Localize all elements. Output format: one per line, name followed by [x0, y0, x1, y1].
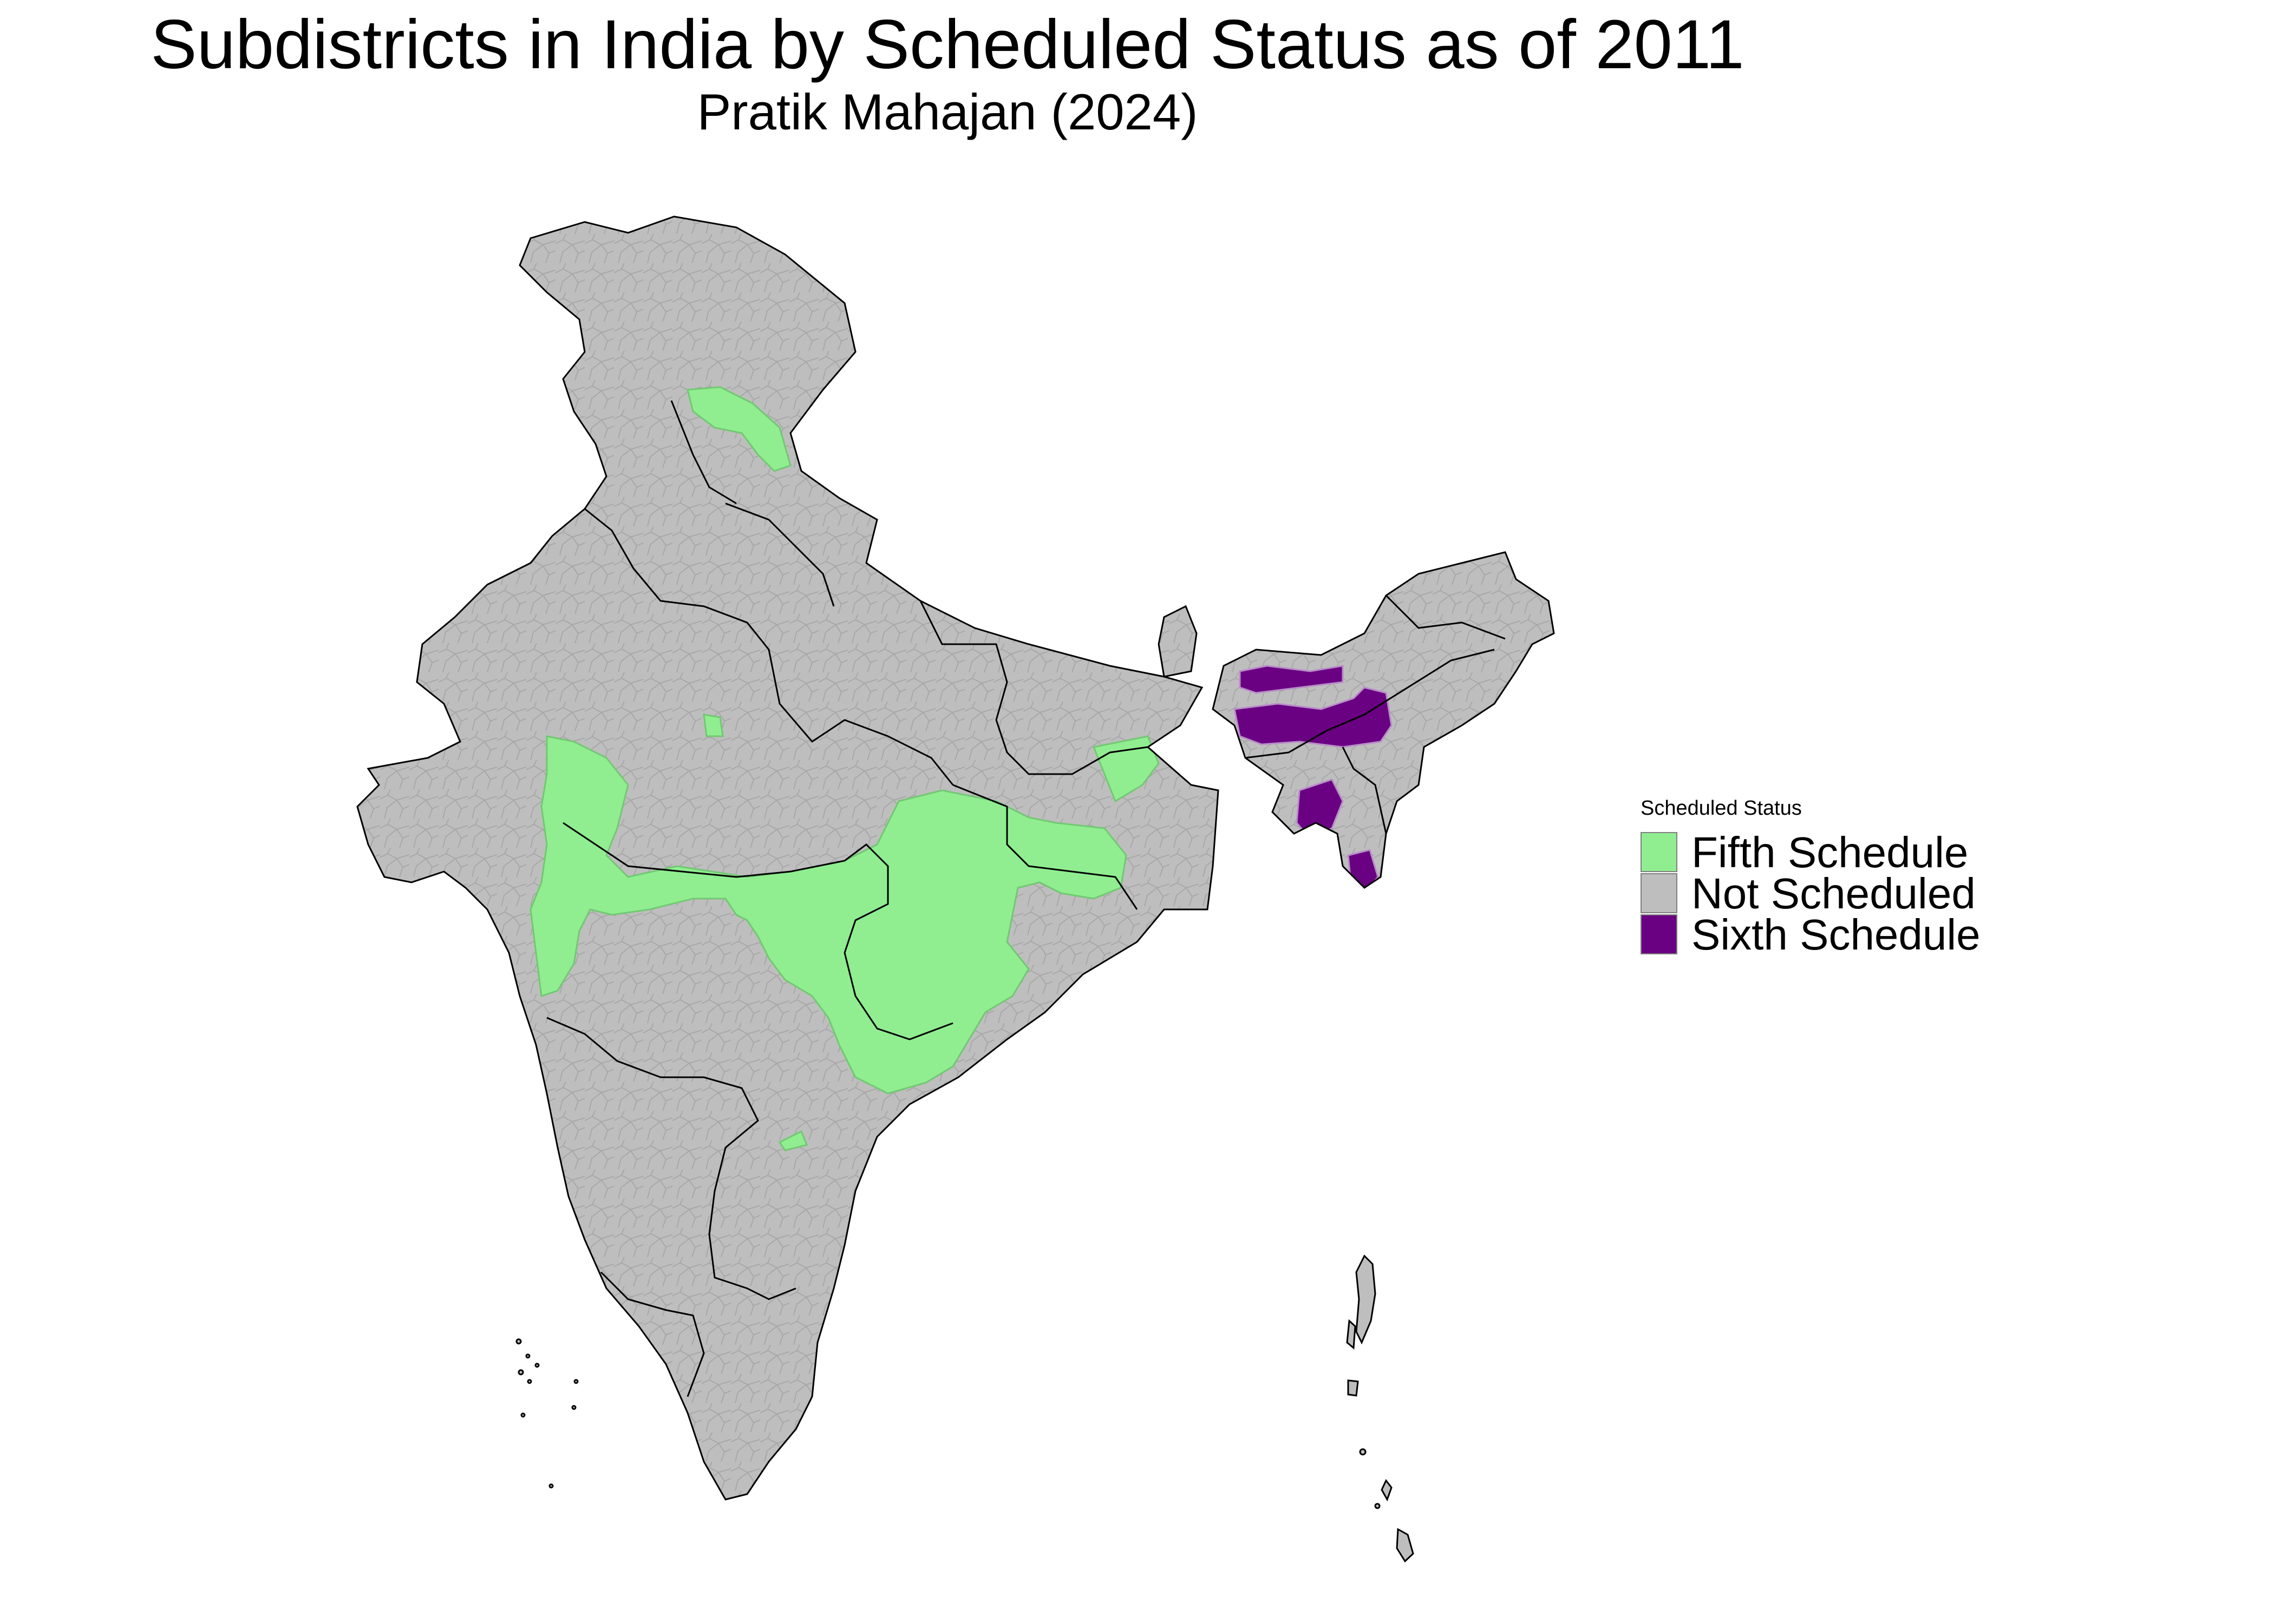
legend-label-fifth-schedule: Fifth Schedule: [1691, 828, 1969, 876]
legend-label-sixth-schedule: Sixth Schedule: [1691, 911, 1981, 959]
legend-swatch-fifth-schedule: [1641, 832, 1677, 872]
legend-label-not-scheduled: Not Scheduled: [1691, 869, 1976, 918]
state-boundaries: [356, 215, 1555, 1501]
lakshadweep-islands: [515, 1338, 579, 1489]
sixth-schedule-areas: [1233, 665, 1393, 895]
legend-title: Scheduled Status: [1641, 797, 1802, 820]
legend-swatch-sixth-schedule: [1641, 914, 1677, 954]
map-legend: Scheduled Status Fifth Schedule Not Sche…: [1641, 796, 2052, 974]
legend-item-fifth-schedule: Fifth Schedule: [1641, 828, 2052, 876]
map-title: Subdistricts in India by Scheduled Statu…: [151, 6, 1744, 83]
andaman-nicobar-islands: [1346, 1254, 1414, 1563]
legend-item-sixth-schedule: Sixth Schedule: [1641, 911, 2052, 959]
legend-swatch-not-scheduled: [1641, 873, 1677, 913]
map-subtitle: Pratik Mahajan (2024): [697, 83, 1198, 140]
legend-item-not-scheduled: Not Scheduled: [1641, 869, 2052, 918]
fifth-schedule-areas: [530, 386, 1160, 1151]
